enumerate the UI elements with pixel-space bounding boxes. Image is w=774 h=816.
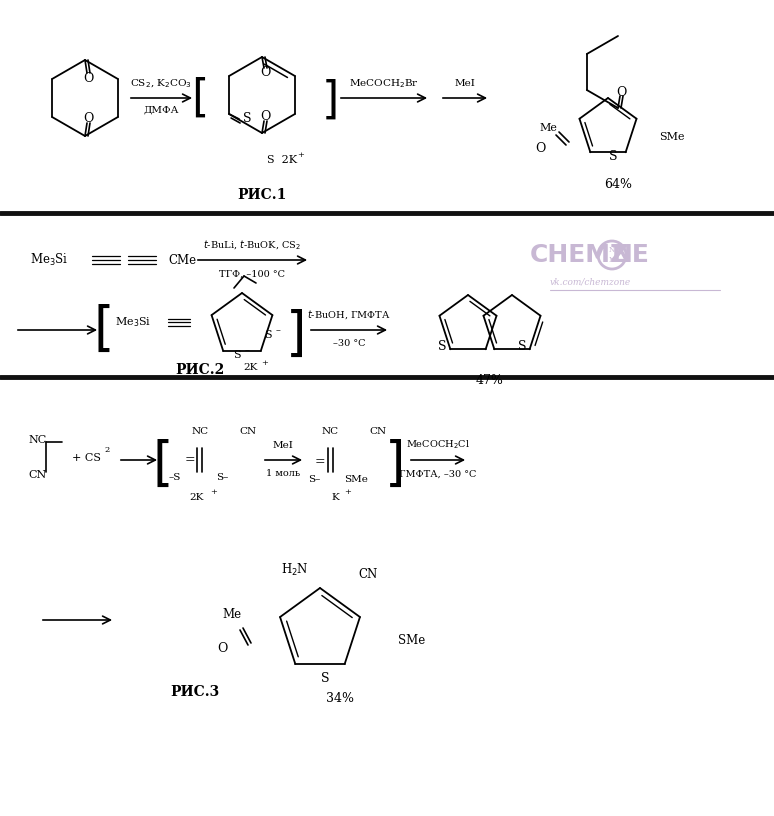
Text: S: S	[320, 672, 329, 685]
Text: +: +	[211, 488, 217, 496]
Text: ]: ]	[286, 309, 307, 361]
Text: Me$_3$Si: Me$_3$Si	[115, 315, 151, 329]
Text: +: +	[262, 359, 269, 367]
Text: CMe: CMe	[168, 254, 196, 267]
Text: ТГФ, –100 °С: ТГФ, –100 °С	[219, 269, 285, 278]
Text: [: [	[152, 439, 173, 491]
Text: РИС.3: РИС.3	[170, 685, 220, 699]
Text: NC: NC	[191, 428, 208, 437]
Text: NE: NE	[612, 243, 650, 267]
Text: 1 моль: 1 моль	[266, 469, 300, 478]
Text: +: +	[297, 151, 304, 159]
Text: CN: CN	[239, 428, 256, 437]
Text: $t$-BuOH, ГМФТА: $t$-BuOH, ГМФТА	[307, 308, 391, 322]
Text: –: –	[276, 326, 280, 335]
Text: S: S	[438, 340, 447, 353]
Text: O: O	[217, 641, 228, 654]
Text: Me: Me	[539, 123, 557, 133]
Text: SMe: SMe	[399, 633, 426, 646]
Text: S: S	[233, 350, 241, 360]
Text: 47%: 47%	[476, 374, 504, 387]
Text: ДМФА: ДМФА	[143, 105, 179, 114]
Text: SMe: SMe	[344, 476, 368, 485]
Text: –S: –S	[169, 473, 181, 482]
Text: РИС.1: РИС.1	[238, 188, 286, 202]
Text: NC: NC	[321, 428, 338, 437]
Text: + CS: + CS	[72, 453, 101, 463]
Text: Me: Me	[222, 609, 241, 622]
Text: S: S	[243, 113, 252, 126]
Text: [: [	[191, 77, 209, 119]
Text: N
N: N N	[609, 246, 615, 264]
Text: CN: CN	[369, 428, 386, 437]
Text: 2: 2	[104, 446, 109, 454]
Text: CN: CN	[358, 569, 378, 582]
Text: $t$-BuLi, $t$-BuOK, CS$_2$: $t$-BuLi, $t$-BuOK, CS$_2$	[203, 238, 301, 252]
Text: vk.com/chemzone: vk.com/chemzone	[550, 277, 632, 286]
Text: ]: ]	[321, 78, 339, 122]
Text: =: =	[185, 454, 195, 467]
Text: +: +	[344, 488, 351, 496]
Text: CN: CN	[28, 470, 46, 480]
Text: 64%: 64%	[604, 179, 632, 192]
Text: O: O	[260, 110, 270, 123]
Text: –: –	[245, 347, 249, 356]
Text: 34%: 34%	[326, 691, 354, 704]
Text: K: K	[331, 494, 339, 503]
Text: SMe: SMe	[659, 132, 685, 142]
Text: S: S	[264, 330, 272, 340]
Text: H$_2$N: H$_2$N	[281, 562, 309, 578]
Text: S  2K: S 2K	[267, 155, 297, 165]
Text: NC: NC	[28, 435, 46, 445]
Text: Me$_3$Si: Me$_3$Si	[30, 252, 68, 268]
Text: O: O	[535, 141, 545, 154]
Text: S–: S–	[216, 473, 228, 482]
Text: [: [	[94, 304, 115, 356]
Text: O: O	[83, 112, 93, 125]
Text: O: O	[260, 66, 270, 79]
Text: S: S	[518, 340, 526, 353]
Text: –30 °С: –30 °С	[333, 339, 365, 348]
Text: MeCOCH$_2$Cl: MeCOCH$_2$Cl	[406, 439, 470, 451]
Text: ГМФТА, –30 °С: ГМФТА, –30 °С	[399, 469, 477, 478]
Text: O: O	[616, 86, 626, 99]
Text: MeI: MeI	[454, 79, 475, 88]
Text: CS$_2$, K$_2$CO$_3$: CS$_2$, K$_2$CO$_3$	[130, 78, 192, 91]
Text: РИС.2: РИС.2	[176, 363, 224, 377]
Text: =: =	[315, 455, 325, 468]
Text: O: O	[83, 72, 93, 85]
Text: 2K: 2K	[243, 362, 257, 371]
Text: MeI: MeI	[272, 441, 293, 450]
Text: ]: ]	[385, 439, 406, 491]
Text: 2K: 2K	[189, 494, 204, 503]
Text: S: S	[608, 149, 617, 162]
Text: S–: S–	[308, 476, 320, 485]
Text: MeCOCH$_2$Br: MeCOCH$_2$Br	[349, 78, 419, 91]
Text: CHEMZ: CHEMZ	[530, 243, 629, 267]
